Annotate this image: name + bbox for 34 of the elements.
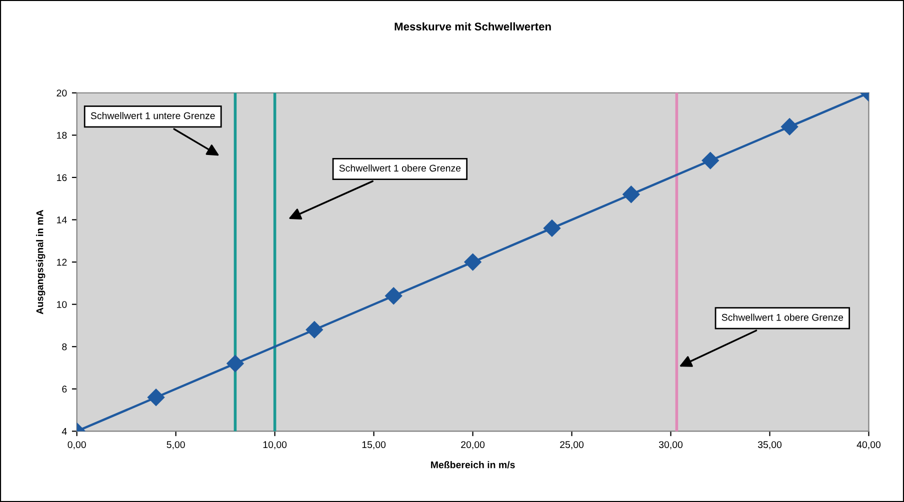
point — [622, 186, 640, 203]
point — [464, 253, 482, 271]
point — [306, 321, 323, 338]
x-tick-label: 30,00 — [658, 441, 683, 450]
x-tick-label: 5,00 — [166, 441, 185, 450]
x-tick-label: 20,00 — [461, 441, 485, 450]
y-axis-title: Ausgangssignal in mA — [36, 210, 46, 314]
x-tick-label: 35,00 — [758, 441, 782, 450]
line-series — [76, 92, 869, 432]
y-tick-label: 14 — [57, 216, 67, 224]
y-tick-label: 16 — [57, 174, 67, 182]
x-tick-label: 40,00 — [856, 441, 881, 450]
point — [226, 354, 244, 372]
annotation: Schwellwert 1 obere Grenze — [722, 314, 844, 321]
x-tick-label: 10,00 — [263, 441, 287, 450]
y-tick-label: 12 — [57, 258, 67, 266]
chart-title: Messkurve mit Schwellwerten — [394, 22, 551, 30]
point — [781, 118, 798, 136]
y-tick-label: 8 — [62, 343, 67, 350]
x-tick-label: 15,00 — [362, 441, 386, 450]
y-tick-label: 20 — [56, 90, 67, 96]
point — [702, 152, 719, 170]
x-tick-label: 25,00 — [560, 441, 584, 450]
y-tick-label: 6 — [62, 386, 67, 393]
y-tick-label: 18 — [57, 132, 67, 139]
y-tick-label: 10 — [57, 301, 67, 308]
point — [543, 220, 561, 237]
point — [385, 287, 402, 304]
point — [147, 388, 165, 406]
y-tick-label: 4 — [62, 428, 67, 435]
annotation: Schwellwert 1 obere Grenze — [339, 164, 461, 172]
x-axis-title: Meßbereich in m/s — [431, 461, 515, 468]
x-tick-label: 0,00 — [68, 441, 86, 450]
annotation: Schwellwert 1 untere Grenze — [90, 112, 215, 120]
